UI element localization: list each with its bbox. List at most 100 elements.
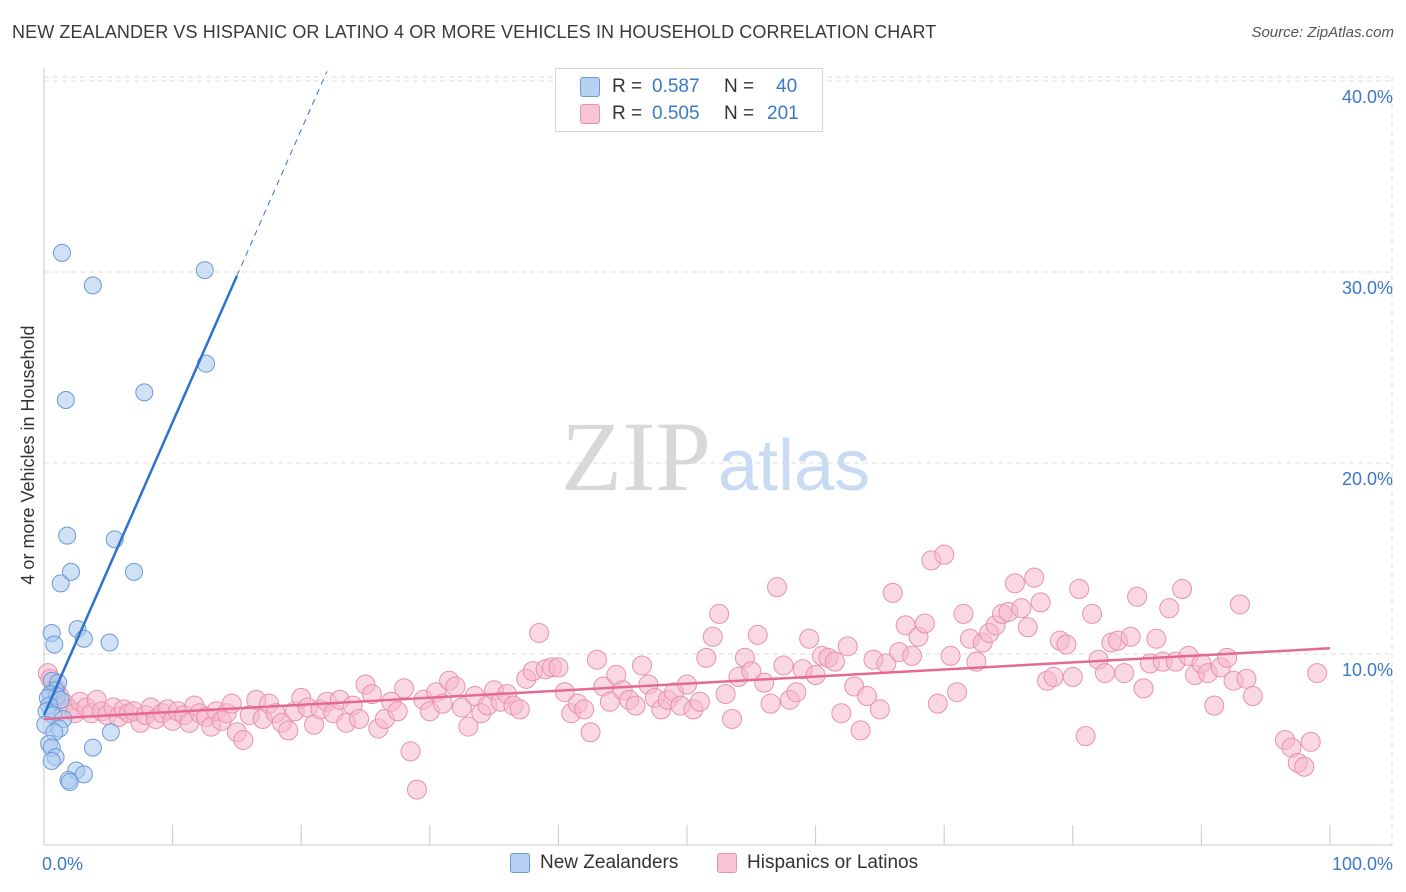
data-point-hispanics — [940, 645, 961, 666]
data-point-new-zealanders — [58, 526, 77, 545]
trend-lines — [42, 71, 1331, 721]
data-point-hispanics — [1236, 668, 1257, 689]
data-point-hispanics — [1030, 592, 1051, 613]
data-point-new-zealanders — [101, 723, 120, 742]
data-point-hispanics — [554, 682, 575, 703]
data-point-hispanics — [1017, 617, 1038, 638]
data-point-hispanics — [394, 678, 415, 699]
data-point-hispanics — [1172, 579, 1193, 600]
data-point-hispanics — [927, 693, 948, 714]
data-point-hispanics — [387, 701, 408, 722]
y-axis-label: 4 or more Vehicles in Household — [18, 325, 38, 584]
data-point-hispanics — [361, 684, 382, 705]
correlation-legend: R = 0.587 N = 40 R = 0.505 N = 201 — [555, 68, 823, 132]
data-point-hispanics — [850, 720, 871, 741]
data-point-hispanics — [1024, 567, 1045, 588]
data-point-new-zealanders — [45, 635, 64, 654]
series-hispanics-points — [37, 544, 1328, 800]
data-point-hispanics — [902, 645, 923, 666]
data-point-new-zealanders — [60, 772, 79, 791]
data-point-hispanics — [400, 741, 421, 762]
data-point-hispanics — [1094, 663, 1115, 684]
data-point-hispanics — [1114, 663, 1135, 684]
legend-n-value: 201 — [767, 103, 799, 124]
data-point-hispanics — [1159, 598, 1180, 619]
data-point-hispanics — [1056, 634, 1077, 655]
legend-r-label: R = — [612, 76, 643, 97]
bottom-legend-new-zealanders: New Zealanders — [510, 852, 678, 874]
data-point-hispanics — [1294, 756, 1315, 777]
chart-title: NEW ZEALANDER VS HISPANIC OR LATINO 4 OR… — [12, 22, 937, 42]
data-point-hispanics — [747, 624, 768, 645]
data-point-hispanics — [625, 695, 646, 716]
data-point-hispanics — [221, 693, 242, 714]
data-point-new-zealanders — [51, 574, 70, 593]
bottom-legend-label-hispanics: Hispanics or Latinos — [747, 852, 919, 873]
y-tick-label: 30.0% — [1342, 278, 1393, 298]
data-point-hispanics — [715, 684, 736, 705]
data-point-hispanics — [1062, 666, 1083, 687]
data-point-hispanics — [548, 657, 569, 678]
data-point-hispanics — [1004, 573, 1025, 594]
data-point-new-zealanders — [53, 243, 72, 262]
data-point-hispanics — [445, 676, 466, 697]
data-point-hispanics — [1075, 726, 1096, 747]
bottom-legend-hispanics: Hispanics or Latinos — [717, 852, 918, 874]
data-point-hispanics — [722, 708, 743, 729]
data-point-hispanics — [754, 672, 775, 693]
data-point-new-zealanders — [195, 261, 214, 280]
legend-r-label: R = — [612, 103, 643, 124]
data-point-hispanics — [349, 708, 370, 729]
data-point-hispanics — [786, 682, 807, 703]
data-point-hispanics — [406, 779, 427, 800]
data-point-hispanics — [233, 729, 254, 750]
trend-line-new-zealanders-extension — [236, 71, 328, 277]
data-point-hispanics — [1217, 647, 1238, 668]
data-point-hispanics — [1229, 594, 1250, 615]
data-point-hispanics — [824, 651, 845, 672]
data-point-new-zealanders — [125, 562, 144, 581]
data-point-hispanics — [882, 582, 903, 603]
data-point-new-zealanders — [42, 751, 61, 770]
legend-n-value: 40 — [776, 76, 798, 97]
data-point-hispanics — [509, 699, 530, 720]
tick-labels: 10.0% 20.0% 30.0% 40.0% 0.0% 100.0% — [42, 87, 1393, 874]
data-point-hispanics — [869, 699, 890, 720]
data-point-hispanics — [1307, 663, 1328, 684]
data-point-hispanics — [773, 655, 794, 676]
data-point-new-zealanders — [100, 633, 119, 652]
data-point-hispanics — [837, 636, 858, 657]
data-point-hispanics — [1127, 586, 1148, 607]
legend-row-new-zealanders: R = 0.587 N = 40 — [580, 75, 797, 99]
data-point-hispanics — [1146, 628, 1167, 649]
x-tick-label: 0.0% — [42, 854, 83, 874]
bottom-legend-swatch-hispanics — [717, 853, 737, 873]
data-point-hispanics — [799, 628, 820, 649]
data-point-hispanics — [914, 613, 935, 634]
legend-n-label: N = — [724, 76, 755, 97]
data-point-hispanics — [1204, 695, 1225, 716]
data-point-hispanics — [696, 647, 717, 668]
data-point-hispanics — [580, 722, 601, 743]
data-point-new-zealanders — [135, 383, 154, 402]
legend-r-value: 0.587 — [652, 76, 700, 97]
legend-swatch-new-zealanders — [580, 77, 600, 97]
data-point-hispanics — [934, 544, 955, 565]
data-point-hispanics — [1242, 686, 1263, 707]
data-point-hispanics — [451, 697, 472, 718]
data-point-hispanics — [574, 699, 595, 720]
bottom-legend-swatch-new-zealanders — [510, 853, 530, 873]
data-point-hispanics — [529, 622, 550, 643]
data-point-hispanics — [760, 693, 781, 714]
data-point-hispanics — [432, 693, 453, 714]
data-point-hispanics — [1133, 678, 1154, 699]
data-point-hispanics — [1120, 626, 1141, 647]
data-point-hispanics — [689, 691, 710, 712]
x-tick-label: 100.0% — [1332, 854, 1393, 874]
data-point-hispanics — [586, 649, 607, 670]
data-point-hispanics — [1082, 603, 1103, 624]
data-point-hispanics — [278, 720, 299, 741]
data-point-hispanics — [767, 577, 788, 598]
data-point-new-zealanders — [62, 562, 81, 581]
